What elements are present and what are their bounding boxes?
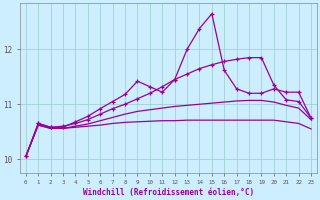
X-axis label: Windchill (Refroidissement éolien,°C): Windchill (Refroidissement éolien,°C)	[83, 188, 254, 197]
